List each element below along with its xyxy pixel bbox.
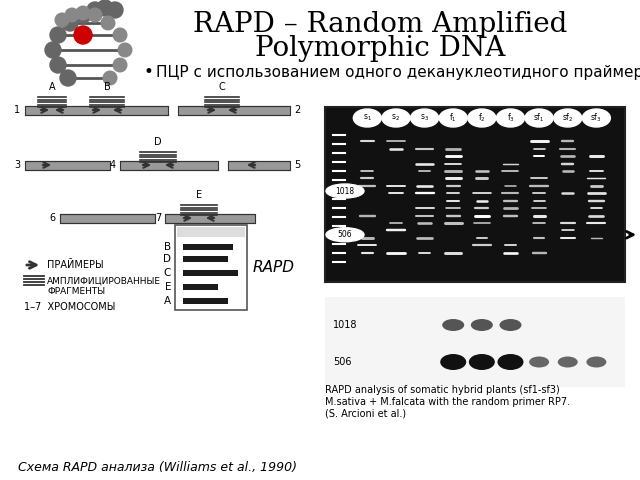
Text: Polymorphic DNA: Polymorphic DNA — [255, 35, 505, 61]
Text: RAPD – Random Amplified: RAPD – Random Amplified — [193, 12, 567, 38]
Ellipse shape — [439, 109, 467, 127]
Ellipse shape — [586, 357, 606, 368]
Ellipse shape — [497, 354, 524, 370]
Text: 5: 5 — [294, 160, 300, 170]
Bar — [228, 160, 290, 169]
Text: ФРАГМЕНТЫ: ФРАГМЕНТЫ — [47, 287, 105, 296]
Text: f$_1$: f$_1$ — [449, 112, 457, 124]
Text: B: B — [104, 82, 110, 92]
Bar — [183, 256, 228, 262]
Ellipse shape — [326, 228, 364, 242]
Ellipse shape — [471, 319, 493, 331]
Ellipse shape — [382, 109, 410, 127]
Text: s$_2$: s$_2$ — [392, 113, 401, 123]
Ellipse shape — [326, 184, 364, 198]
Text: (S. Arcioni et al.): (S. Arcioni et al.) — [325, 409, 406, 419]
Text: f$_3$: f$_3$ — [507, 112, 515, 124]
Bar — [325, 297, 625, 387]
Ellipse shape — [582, 109, 611, 127]
Text: B: B — [164, 242, 171, 252]
Text: 7: 7 — [155, 213, 161, 223]
Text: АМПЛИФИЦИРОВАННЫЕ: АМПЛИФИЦИРОВАННЫЕ — [47, 276, 161, 286]
Text: 3: 3 — [14, 160, 20, 170]
Ellipse shape — [440, 354, 466, 370]
Bar — [183, 244, 233, 250]
Bar — [325, 107, 625, 282]
Text: E: E — [196, 190, 202, 200]
Text: E: E — [164, 282, 171, 292]
Text: ПРАЙМЕРЫ: ПРАЙМЕРЫ — [47, 260, 104, 270]
Text: 4: 4 — [110, 160, 116, 170]
Ellipse shape — [499, 319, 522, 331]
Circle shape — [65, 8, 79, 22]
Bar — [175, 225, 247, 310]
Text: C: C — [219, 82, 225, 92]
Bar — [183, 284, 218, 290]
Text: ПЦР с использованием одного декануклеотидного праймера: ПЦР с использованием одного декануклеоти… — [156, 64, 640, 80]
Circle shape — [113, 28, 127, 42]
Bar — [183, 298, 228, 304]
Circle shape — [101, 16, 115, 30]
Circle shape — [60, 70, 76, 86]
Text: A: A — [49, 82, 55, 92]
Text: M.sativa + M.falcata with the random primer RP7.: M.sativa + M.falcata with the random pri… — [325, 397, 570, 407]
Circle shape — [62, 15, 78, 31]
Ellipse shape — [557, 357, 578, 368]
Text: RAPD: RAPD — [253, 260, 295, 275]
Bar — [177, 227, 245, 237]
Text: 506: 506 — [338, 230, 352, 239]
Ellipse shape — [525, 109, 553, 127]
Ellipse shape — [529, 357, 549, 368]
Ellipse shape — [469, 354, 495, 370]
Circle shape — [103, 71, 116, 85]
Text: 1018: 1018 — [333, 320, 358, 330]
Circle shape — [118, 43, 132, 57]
Circle shape — [97, 0, 113, 16]
Ellipse shape — [411, 109, 438, 127]
Text: 1018: 1018 — [335, 187, 355, 195]
Text: RAPD analysis of somatic hybrid plants (sf1-sf3): RAPD analysis of somatic hybrid plants (… — [325, 385, 560, 395]
Circle shape — [75, 7, 91, 23]
Text: 6: 6 — [49, 213, 55, 223]
Circle shape — [50, 27, 66, 43]
Text: Схема RAPD анализа (Williams et al., 1990): Схема RAPD анализа (Williams et al., 199… — [18, 461, 297, 475]
Circle shape — [88, 8, 102, 22]
Text: s$_1$: s$_1$ — [363, 113, 372, 123]
Ellipse shape — [468, 109, 496, 127]
Circle shape — [87, 2, 103, 18]
Ellipse shape — [497, 109, 524, 127]
Text: s$_3$: s$_3$ — [420, 113, 429, 123]
Bar — [165, 214, 255, 223]
Bar — [120, 160, 218, 169]
Bar — [178, 106, 290, 115]
Circle shape — [113, 58, 127, 72]
Text: 506: 506 — [333, 357, 351, 367]
Text: 1: 1 — [14, 105, 20, 115]
Circle shape — [107, 2, 123, 18]
Text: f$_2$: f$_2$ — [478, 112, 486, 124]
Text: D: D — [163, 254, 171, 264]
Text: 1–7  ХРОМОСОМЫ: 1–7 ХРОМОСОМЫ — [24, 302, 115, 312]
Text: A: A — [164, 296, 171, 306]
Text: sf$_1$: sf$_1$ — [533, 112, 545, 124]
Text: 2: 2 — [294, 105, 300, 115]
Bar — [25, 106, 168, 115]
Circle shape — [45, 42, 61, 58]
Ellipse shape — [353, 109, 381, 127]
Text: D: D — [154, 137, 162, 147]
Text: sf$_2$: sf$_2$ — [562, 112, 573, 124]
Text: •: • — [143, 63, 153, 81]
Ellipse shape — [554, 109, 582, 127]
Circle shape — [50, 57, 66, 73]
Text: sf$_3$: sf$_3$ — [591, 112, 602, 124]
Circle shape — [74, 26, 92, 44]
Bar — [25, 160, 110, 169]
Circle shape — [76, 6, 90, 20]
Ellipse shape — [442, 319, 464, 331]
Circle shape — [55, 13, 69, 27]
Text: C: C — [164, 268, 171, 278]
Bar — [183, 270, 238, 276]
Bar — [60, 214, 155, 223]
